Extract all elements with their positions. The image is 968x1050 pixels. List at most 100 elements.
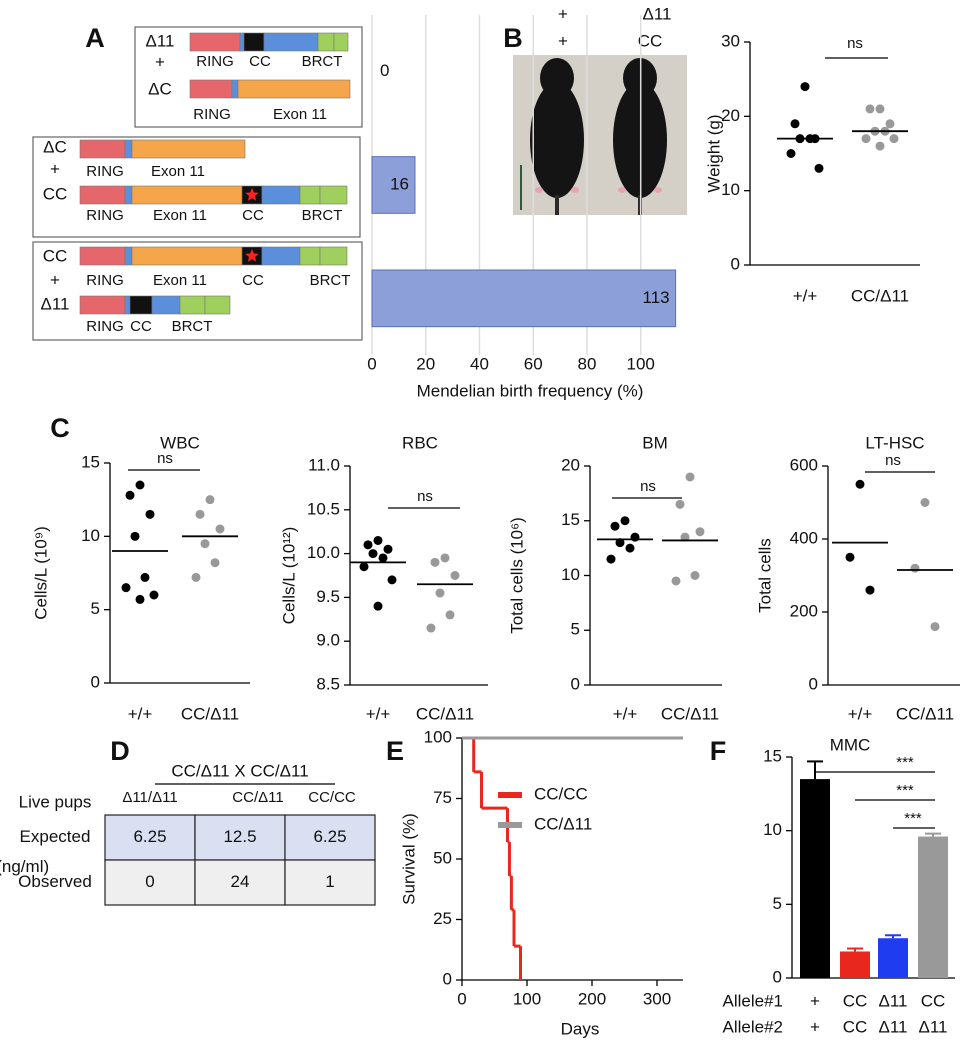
y-tick-label: 15 [81,452,100,471]
x-tick-label: CC/Δ11 [661,704,719,723]
domain-segment [124,185,133,205]
join-label: + [50,159,60,178]
value-label: 16 [390,174,409,193]
data-point [387,575,397,585]
y-tick-label: 0 [571,674,580,693]
significance-label: ns [157,450,173,467]
data-point [210,558,220,568]
mouse-head [540,58,574,98]
column-header: CC/Δ11 [232,789,283,806]
y-tick-label: 75 [433,788,452,807]
y-tick-label: 0 [731,254,740,273]
domain-segment [129,295,153,315]
domain-segment [131,139,246,159]
y-tick-label: 10.5 [307,499,340,518]
x-tick-label: +/+ [793,286,818,305]
allele-label: Δ11 [40,294,69,313]
domain-segment [237,79,351,99]
y-tick-label: 50 [433,848,452,867]
domain-label: RING [193,106,231,123]
significance-label: ns [417,488,433,505]
panel-label: F [710,736,727,766]
y-tick-label: 10 [721,180,740,199]
x-tick-label: +/+ [848,704,873,723]
genotype-label: + [558,4,568,23]
x-tick-label: 0 [457,989,466,1008]
x-tick-label: Δ11 [918,1017,947,1036]
data-point [363,540,373,550]
data-point [615,538,625,548]
data-point [368,549,378,559]
y-tick-label: 0 [443,969,452,988]
bar [878,938,908,978]
x-axis-label: Days [561,1019,600,1038]
y-tick-label: 10.0 [307,543,340,562]
domain-label: CC [130,318,152,335]
y-tick-label: 0 [809,674,818,693]
data-point [121,583,131,593]
data-point [426,623,436,633]
domain-label: Exon 11 [153,207,207,224]
domain-segment [319,185,348,205]
mutation-star [245,249,259,262]
y-tick-label: 400 [790,528,818,547]
data-point [865,104,875,114]
data-point [875,104,885,114]
significance-label: ns [847,35,863,52]
domain-segment [124,295,131,315]
y-tick-label: 25 [433,909,452,928]
y-axis-label: Total cells (10⁶) [507,517,526,634]
domain-label: BRCT [310,272,351,289]
significance-label: *** [896,754,914,771]
domain-segment [261,246,301,266]
domain-segment [204,295,231,315]
mouse-paw [571,187,579,193]
domain-label: BRCT [302,53,343,70]
significance-label: ns [640,478,656,495]
allele-label: CC [43,246,68,265]
data-point [845,552,855,562]
domain-segment [319,246,348,266]
domain-segment [261,185,301,205]
data-point [450,571,460,580]
domain-segment [189,32,241,52]
data-point [130,531,140,541]
table-title: CC/Δ11 X CC/Δ11 [171,761,308,780]
x-tick-label: 60 [524,354,543,373]
data-point [378,553,388,563]
table-value: 6.25 [313,827,346,846]
domain-label: Exon 11 [273,106,327,123]
data-point [195,509,205,519]
data-point [215,524,225,534]
domain-label: RING [86,163,124,180]
mutation-star [245,188,259,201]
table-value: 0 [145,872,154,891]
domain-segment [299,185,321,205]
data-point [191,572,201,582]
domain-label: RING [86,272,124,289]
table-cell [104,859,196,906]
domain-label: CC [249,53,271,70]
table-value: 24 [231,872,250,891]
significance-label: *** [896,782,914,799]
y-tick-label: 15 [561,510,580,529]
x-tick-label: 20 [416,354,435,373]
domain-label: BRCT [172,318,213,335]
data-point [865,585,875,595]
significance-label: *** [904,810,922,827]
x-tick-label: CC [921,991,946,1010]
value-label: 113 [643,288,670,307]
value-label: 0 [380,61,389,80]
y-tick-label: 20 [721,106,740,125]
y-tick-label: 0 [773,967,782,986]
legend-label: CC/Δ11 [534,814,592,833]
data-point [435,588,445,598]
mouse-paw [618,187,626,193]
table-value: 1 [325,872,334,891]
table-cell [284,859,376,906]
y-tick-label: 600 [790,455,818,474]
column-header: CC/CC [308,789,356,806]
data-point [920,498,930,507]
data-point [671,576,681,586]
y-tick-label: 30 [721,31,740,50]
